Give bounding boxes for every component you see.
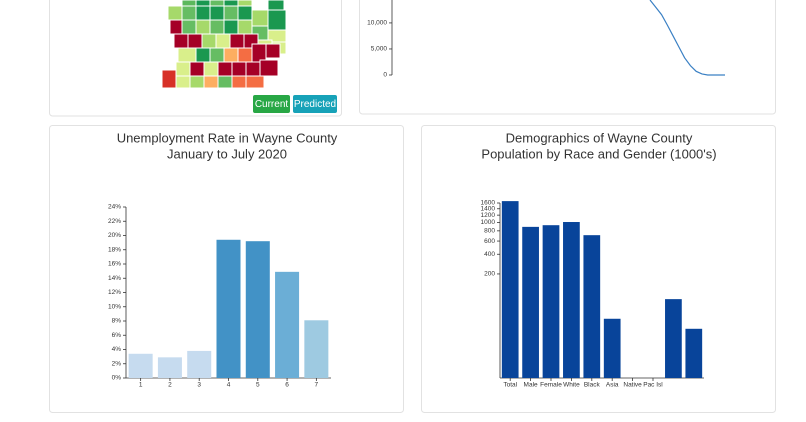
bar: [304, 320, 329, 378]
line-card: [359, 0, 776, 115]
chart-title: Demographics of Wayne County: [506, 130, 693, 145]
bar: [245, 241, 270, 378]
bar: [603, 318, 621, 378]
y-tick-label: 4%: [112, 346, 122, 353]
x-tick-label: Total: [503, 382, 517, 389]
y-tick-label: 20%: [108, 232, 121, 239]
line-series: [649, 0, 725, 76]
x-tick-label: Male: [524, 382, 538, 389]
x-tick-label: Black: [584, 382, 601, 389]
y-tick-label: 1600: [481, 200, 496, 207]
y-tick-label: 5,000: [371, 46, 388, 53]
county-map: [161, 0, 287, 89]
y-tick-label: 14%: [108, 275, 121, 282]
y-tick-label: 2%: [112, 360, 122, 367]
y-tick-label: 6%: [112, 332, 122, 339]
current-button-label[interactable]: Current: [255, 99, 289, 110]
bar: [583, 235, 601, 378]
x-tick-label: 4: [227, 382, 231, 389]
y-tick-label: 0%: [112, 375, 122, 382]
predicted-button[interactable]: [293, 95, 337, 113]
y-tick-label: 16%: [108, 261, 121, 268]
y-tick-label: 24%: [108, 204, 121, 211]
x-tick-label: Female: [540, 382, 562, 389]
y-tick-label: 800: [484, 228, 495, 235]
chart-subtitle: Population by Race and Gender (1000's): [481, 146, 716, 161]
bar: [187, 350, 212, 378]
y-tick-label: 8%: [112, 318, 122, 325]
x-tick-label: Native: [623, 382, 642, 389]
y-tick-label: 10,000: [367, 20, 387, 27]
x-tick-label: 6: [285, 382, 289, 389]
y-tick-label: 400: [484, 251, 495, 258]
bar: [157, 357, 182, 378]
x-tick-label: 3: [197, 382, 201, 389]
y-tick-label: 18%: [108, 246, 121, 253]
bar: [542, 225, 560, 378]
bar: [522, 226, 539, 378]
y-tick-label: 200: [484, 271, 495, 278]
chart-title: Unemployment Rate in Wayne County: [117, 130, 338, 145]
chart-subtitle: January to July 2020: [167, 146, 287, 161]
y-tick-label: 22%: [108, 218, 121, 225]
x-tick-label: Asia: [606, 382, 619, 389]
bar: [275, 271, 300, 378]
y-tick-label: 1000: [481, 219, 496, 226]
current-button[interactable]: [253, 95, 290, 113]
bar: [665, 299, 682, 378]
y-tick-label: 12%: [108, 289, 121, 296]
x-tick-label: 5: [256, 382, 260, 389]
x-tick-label: 7: [315, 382, 319, 389]
bar: [216, 239, 241, 378]
bar: [128, 353, 153, 378]
y-tick-label: 1200: [481, 212, 496, 219]
x-tick-label: White: [563, 382, 580, 389]
y-tick-label: 1400: [481, 205, 496, 212]
x-tick-label: 2: [168, 382, 172, 389]
y-tick-label: 0: [383, 72, 387, 79]
bar: [563, 222, 580, 378]
predicted-button-label[interactable]: Predicted: [294, 99, 336, 110]
x-tick-label: Pac Isl: [643, 382, 663, 389]
x-tick-label: 1: [139, 382, 143, 389]
bar: [501, 201, 519, 378]
y-tick-label: 600: [484, 238, 495, 245]
y-tick-label: 10%: [108, 303, 121, 310]
bar: [685, 328, 703, 378]
